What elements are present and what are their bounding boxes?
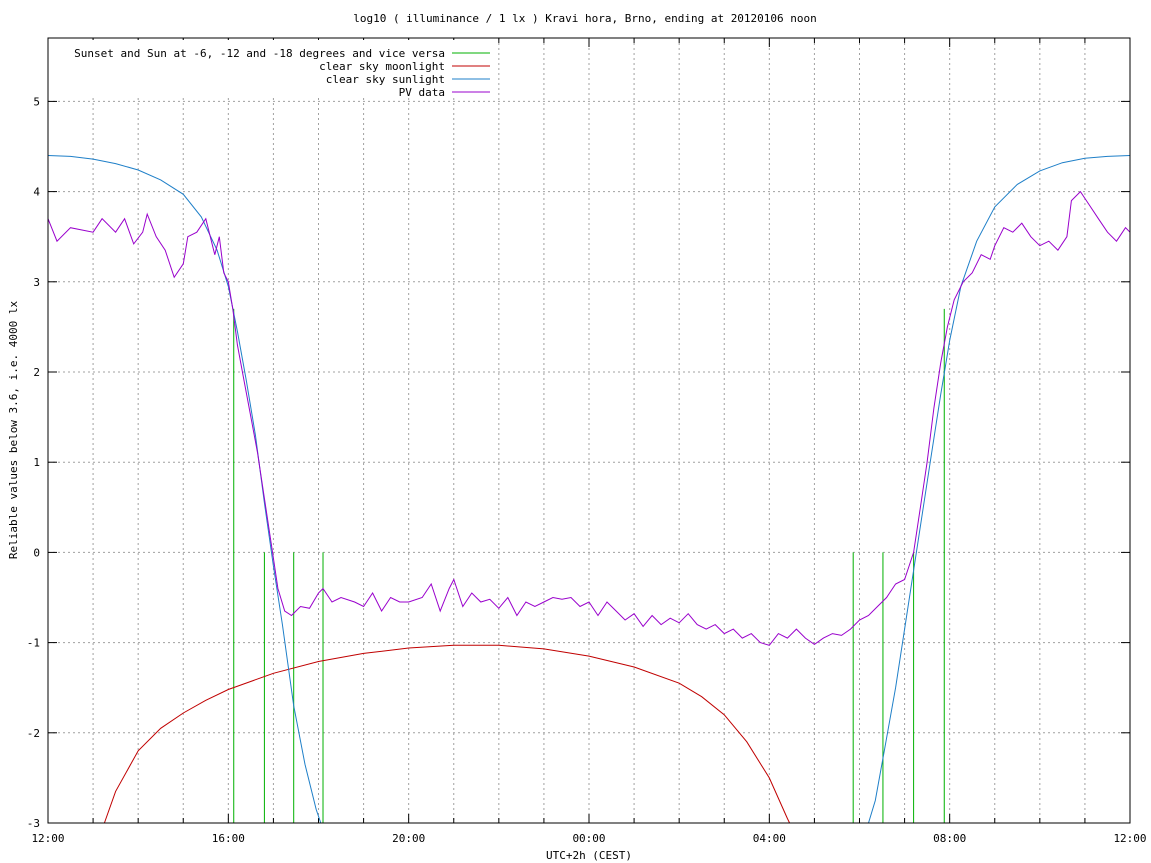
x-tick-label: 00:00 xyxy=(572,832,605,845)
x-tick-label: 20:00 xyxy=(392,832,425,845)
y-tick-label: 0 xyxy=(33,546,40,559)
axis-ticks xyxy=(47,38,1131,824)
chart-title: log10 ( illuminance / 1 lx ) Kravi hora,… xyxy=(353,12,817,25)
series-line-1 xyxy=(103,644,791,824)
legend: Sunset and Sun at -6, -12 and -18 degree… xyxy=(74,47,490,99)
y-tick-labels: -3 -2 -1 0 1 2 3 4 5 xyxy=(27,95,41,830)
x-axis-label: UTC+2h (CEST) xyxy=(546,849,632,862)
y-axis-label: Reliable values below 3.6, i.e. 4000 lx xyxy=(7,300,20,559)
x-tick-labels: 12:00 16:00 20:00 00:00 04:00 08:00 12:00 xyxy=(31,832,1146,845)
plot-frame xyxy=(47,37,1131,824)
legend-label: PV data xyxy=(399,86,445,99)
legend-label: Sunset and Sun at -6, -12 and -18 degree… xyxy=(74,47,445,60)
series-line-3 xyxy=(47,190,1131,646)
y-tick-label: 4 xyxy=(33,186,40,199)
grid-lines xyxy=(48,38,1130,823)
x-tick-label: 04:00 xyxy=(753,832,786,845)
legend-background xyxy=(50,40,496,98)
legend-label: clear sky sunlight xyxy=(326,73,445,86)
y-tick-label: 3 xyxy=(33,276,40,289)
y-tick-label: -1 xyxy=(27,637,40,650)
x-tick-label: 16:00 xyxy=(212,832,245,845)
y-tick-label: 1 xyxy=(33,456,40,469)
legend-label: clear sky moonlight xyxy=(319,60,445,73)
x-tick-label: 08:00 xyxy=(933,832,966,845)
y-tick-label: 2 xyxy=(33,366,40,379)
x-tick-label: 12:00 xyxy=(31,832,64,845)
y-tick-label: -3 xyxy=(27,817,40,830)
x-tick-label: 12:00 xyxy=(1113,832,1146,845)
y-tick-label: 5 xyxy=(33,95,40,108)
y-tick-label: -2 xyxy=(27,727,40,740)
